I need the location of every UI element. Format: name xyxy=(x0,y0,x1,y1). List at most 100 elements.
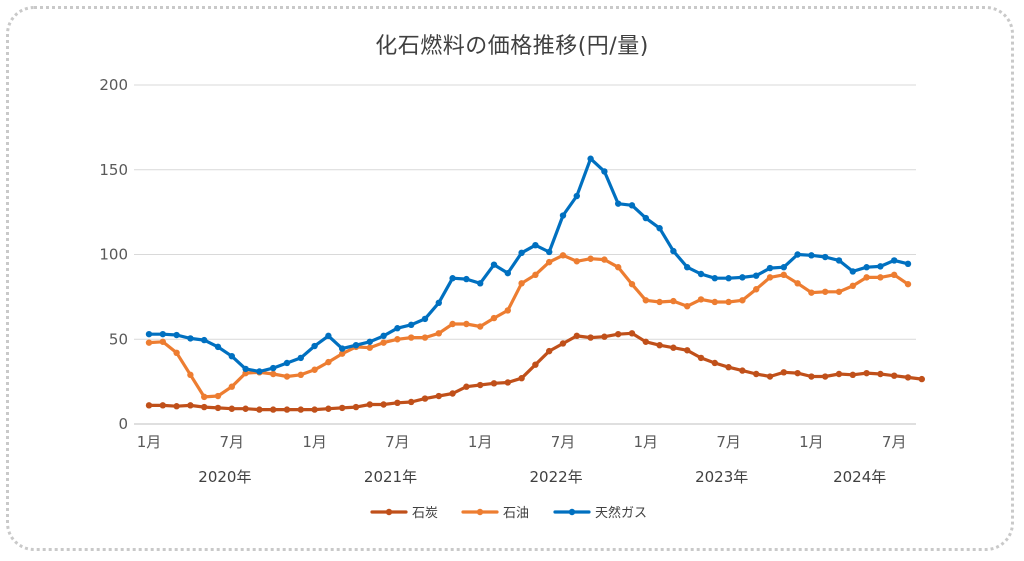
data-point xyxy=(753,370,760,378)
legend-label: 石油 xyxy=(503,506,529,521)
data-point xyxy=(477,381,484,389)
x-tick-label: 7月 xyxy=(220,433,245,451)
data-point xyxy=(380,339,387,346)
data-point xyxy=(297,371,304,379)
legend-item: 天然ガス xyxy=(553,505,647,521)
data-point xyxy=(242,405,249,412)
legend-item: 石炭 xyxy=(370,506,438,521)
data-point xyxy=(325,405,332,412)
data-point xyxy=(394,336,401,343)
data-point xyxy=(187,335,194,342)
legend-marker xyxy=(385,508,393,516)
chart-frame xyxy=(6,6,1014,551)
data-point xyxy=(270,370,277,378)
data-point xyxy=(283,359,291,367)
data-point xyxy=(739,274,746,281)
y-tick-label: 50 xyxy=(109,330,128,348)
data-point xyxy=(656,298,663,306)
legend-marker xyxy=(568,508,576,516)
data-point xyxy=(339,404,346,412)
x-tick-label: 1月 xyxy=(137,433,162,451)
data-point xyxy=(270,406,277,413)
data-point xyxy=(256,368,263,375)
data-point xyxy=(504,307,511,314)
data-point xyxy=(670,247,677,255)
data-point xyxy=(490,380,498,387)
data-point xyxy=(835,370,843,378)
data-point xyxy=(780,271,787,279)
series-2 xyxy=(145,252,912,401)
data-point xyxy=(615,264,622,271)
x-year-label: 2020年 xyxy=(198,468,251,486)
data-point xyxy=(849,282,856,290)
data-point xyxy=(697,354,705,362)
data-point xyxy=(794,251,801,258)
y-tick-label: 150 xyxy=(99,161,128,179)
data-point xyxy=(711,275,718,282)
series-3 xyxy=(145,155,912,375)
data-point xyxy=(711,298,718,306)
data-point xyxy=(228,383,235,390)
data-point xyxy=(601,168,608,175)
data-point xyxy=(546,347,553,355)
data-point xyxy=(766,373,774,380)
data-point xyxy=(463,383,470,390)
data-point xyxy=(615,330,622,338)
x-axis-ticks: 1月 7月 1月 7月 1月 7月 1月 7月 1月 7月 xyxy=(137,433,907,451)
data-point xyxy=(628,330,636,337)
data-point xyxy=(780,369,787,376)
data-point xyxy=(408,321,415,329)
data-point xyxy=(849,268,856,275)
data-point xyxy=(145,330,153,338)
data-point xyxy=(421,315,429,323)
legend-marker xyxy=(476,508,484,516)
data-point xyxy=(214,404,222,412)
x-tick-label: 1月 xyxy=(634,433,659,451)
data-point xyxy=(573,258,580,265)
data-point xyxy=(187,371,194,379)
data-point xyxy=(394,399,401,407)
data-point xyxy=(435,392,442,400)
data-point xyxy=(145,339,153,346)
data-point xyxy=(739,367,746,374)
data-point xyxy=(532,271,539,279)
data-point xyxy=(642,214,649,222)
data-point xyxy=(173,349,180,357)
data-point xyxy=(849,371,856,379)
data-point xyxy=(918,375,925,383)
x-year-label: 2024年 xyxy=(833,468,886,486)
data-point xyxy=(518,249,525,257)
data-point xyxy=(904,260,912,268)
x-tick-label: 1月 xyxy=(799,433,824,451)
data-point xyxy=(808,252,815,259)
data-point xyxy=(766,264,774,272)
data-point xyxy=(297,406,304,413)
data-point xyxy=(891,372,898,379)
data-point xyxy=(546,258,553,266)
data-point xyxy=(559,212,567,219)
data-point xyxy=(877,370,884,378)
y-tick-label: 100 xyxy=(99,246,128,264)
data-point xyxy=(587,334,594,341)
data-point xyxy=(835,257,843,264)
series-lines xyxy=(145,155,925,413)
data-point xyxy=(684,302,691,310)
data-point xyxy=(532,361,539,368)
data-point xyxy=(780,264,787,271)
data-point xyxy=(228,405,235,412)
data-point xyxy=(835,288,843,295)
data-point xyxy=(325,332,332,340)
data-point xyxy=(587,155,594,162)
data-point xyxy=(684,264,691,271)
data-point xyxy=(863,274,870,281)
series-1 xyxy=(145,330,925,413)
data-point xyxy=(891,257,898,264)
data-point xyxy=(214,392,222,400)
data-point xyxy=(408,398,415,406)
data-point xyxy=(697,296,705,303)
chart-title: 化石燃料の価格推移(円/量) xyxy=(375,34,649,59)
data-point xyxy=(656,341,663,349)
data-point xyxy=(435,330,442,337)
data-point xyxy=(725,298,732,306)
data-point xyxy=(159,402,166,409)
